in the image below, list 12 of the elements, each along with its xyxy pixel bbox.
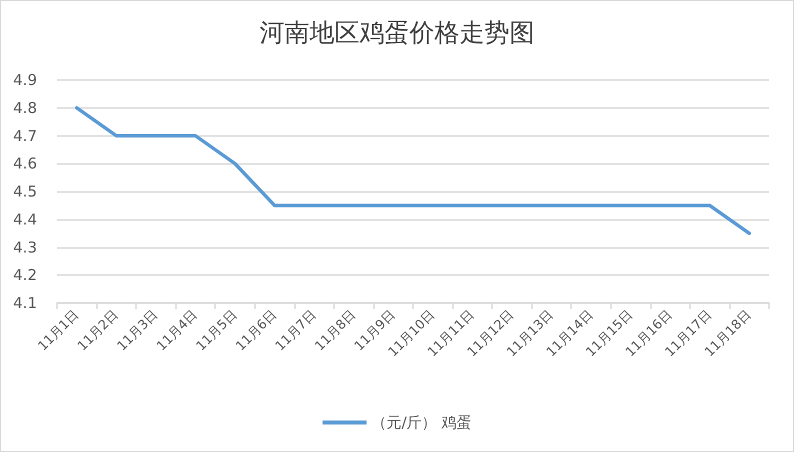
line-series — [75, 106, 751, 236]
y-tick-label: 4.5 — [13, 182, 37, 200]
y-tick-label: 4.4 — [13, 210, 37, 228]
y-tick-label: 4.6 — [13, 154, 37, 173]
y-tick-label: 4.1 — [13, 294, 37, 312]
chart-title: 河南地区鸡蛋价格走势图 — [260, 18, 534, 47]
legend-label: （元/斤） 鸡蛋 — [372, 414, 472, 432]
y-tick-label: 4.8 — [13, 98, 37, 117]
y-tick-label: 4.9 — [13, 71, 37, 89]
y-tick-label: 4.3 — [13, 238, 37, 256]
y-tick-label: 4.7 — [13, 126, 37, 145]
y-tick-label: 4.2 — [13, 266, 37, 284]
